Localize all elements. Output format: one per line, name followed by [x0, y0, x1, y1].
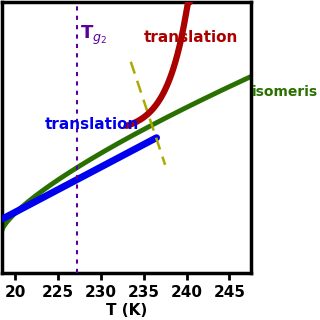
X-axis label: T (K): T (K) [106, 303, 147, 318]
Text: translation: translation [45, 117, 140, 132]
Text: isomeris: isomeris [252, 84, 318, 99]
Text: T$_{g_2}$: T$_{g_2}$ [80, 24, 108, 47]
Text: translation: translation [144, 30, 238, 45]
